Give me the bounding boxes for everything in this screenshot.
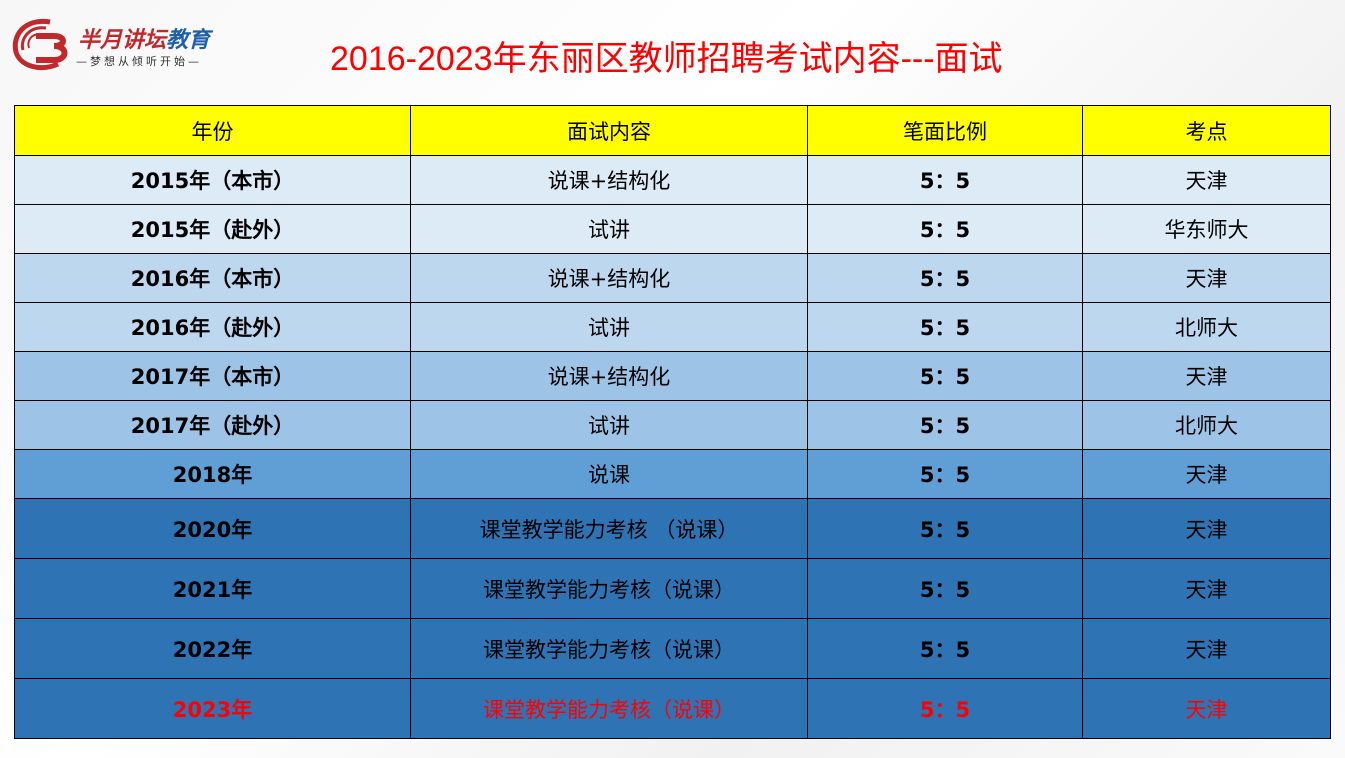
ratio-cell: 5：5 bbox=[807, 618, 1083, 679]
ratio-cell: 5：5 bbox=[807, 498, 1083, 559]
year-cell: 2021年 bbox=[14, 558, 411, 619]
content-cell: 课堂教学能力考核 （说课） bbox=[410, 498, 808, 559]
site-cell: 天津 bbox=[1082, 449, 1331, 499]
logo-slogan: —梦想从倾听开始— bbox=[76, 55, 202, 68]
year-cell: 2023年 bbox=[14, 678, 411, 739]
ratio-cell: 5：5 bbox=[807, 558, 1083, 619]
site-cell: 天津 bbox=[1082, 155, 1331, 205]
brand-logo: 半月讲坛教育 —梦想从倾听开始— bbox=[10, 14, 240, 74]
table-row: 2017年（本市） 说课+结构化 5：5 天津 bbox=[14, 351, 1331, 401]
site-cell: 天津 bbox=[1082, 618, 1331, 679]
content-cell: 课堂教学能力考核（说课） bbox=[410, 558, 808, 619]
header-content: 面试内容 bbox=[410, 105, 808, 156]
site-cell: 天津 bbox=[1082, 558, 1331, 619]
table-row: 2022年 课堂教学能力考核（说课） 5：5 天津 bbox=[14, 618, 1331, 679]
table-row: 2016年（赴外） 试讲 5：5 北师大 bbox=[14, 302, 1331, 352]
ratio-cell: 5：5 bbox=[807, 678, 1083, 739]
content-cell: 说课+结构化 bbox=[410, 155, 808, 205]
table-row: 2015年（本市） 说课+结构化 5：5 天津 bbox=[14, 155, 1331, 205]
content-cell: 试讲 bbox=[410, 204, 808, 254]
content-cell: 试讲 bbox=[410, 302, 808, 352]
header-ratio: 笔面比例 bbox=[807, 105, 1083, 156]
site-cell: 北师大 bbox=[1082, 302, 1331, 352]
ratio-cell: 5：5 bbox=[807, 351, 1083, 401]
table-row: 2023年 课堂教学能力考核（说课） 5：5 天津 bbox=[14, 678, 1331, 739]
year-cell: 2022年 bbox=[14, 618, 411, 679]
interview-table: 年份 面试内容 笔面比例 考点 2015年（本市） 说课+结构化 5：5 天津 2015… bbox=[14, 105, 1331, 739]
site-cell: 华东师大 bbox=[1082, 204, 1331, 254]
table-row: 2018年 说课 5：5 天津 bbox=[14, 449, 1331, 499]
year-cell: 2017年（赴外） bbox=[14, 400, 411, 450]
ratio-cell: 5：5 bbox=[807, 155, 1083, 205]
year-cell: 2015年（赴外） bbox=[14, 204, 411, 254]
header-year: 年份 bbox=[14, 105, 411, 156]
site-cell: 天津 bbox=[1082, 678, 1331, 739]
table-row: 2017年（赴外） 试讲 5：5 北师大 bbox=[14, 400, 1331, 450]
content-cell: 课堂教学能力考核（说课） bbox=[410, 678, 808, 739]
year-cell: 2020年 bbox=[14, 498, 411, 559]
content-cell: 试讲 bbox=[410, 400, 808, 450]
content-cell: 课堂教学能力考核（说课） bbox=[410, 618, 808, 679]
table-row: 2021年 课堂教学能力考核（说课） 5：5 天津 bbox=[14, 558, 1331, 619]
content-cell: 说课+结构化 bbox=[410, 351, 808, 401]
year-cell: 2016年（赴外） bbox=[14, 302, 411, 352]
table-row: 2016年（本市） 说课+结构化 5：5 天津 bbox=[14, 253, 1331, 303]
ratio-cell: 5：5 bbox=[807, 204, 1083, 254]
content-cell: 说课+结构化 bbox=[410, 253, 808, 303]
ratio-cell: 5：5 bbox=[807, 302, 1083, 352]
logo-mark-icon bbox=[12, 18, 68, 70]
content-cell: 说课 bbox=[410, 449, 808, 499]
page-title: 2016-2023年东丽区教师招聘考试内容---面试 bbox=[330, 40, 1003, 78]
year-cell: 2018年 bbox=[14, 449, 411, 499]
header-site: 考点 bbox=[1082, 105, 1331, 156]
site-cell: 天津 bbox=[1082, 498, 1331, 559]
table-header-row: 年份 面试内容 笔面比例 考点 bbox=[14, 105, 1331, 156]
year-cell: 2015年（本市） bbox=[14, 155, 411, 205]
table-row: 2020年 课堂教学能力考核 （说课） 5：5 天津 bbox=[14, 498, 1331, 559]
site-cell: 天津 bbox=[1082, 351, 1331, 401]
site-cell: 天津 bbox=[1082, 253, 1331, 303]
ratio-cell: 5：5 bbox=[807, 253, 1083, 303]
table-row: 2015年（赴外） 试讲 5：5 华东师大 bbox=[14, 204, 1331, 254]
logo-name: 半月讲坛教育 bbox=[78, 28, 211, 53]
ratio-cell: 5：5 bbox=[807, 400, 1083, 450]
site-cell: 北师大 bbox=[1082, 400, 1331, 450]
ratio-cell: 5：5 bbox=[807, 449, 1083, 499]
year-cell: 2017年（本市） bbox=[14, 351, 411, 401]
year-cell: 2016年（本市） bbox=[14, 253, 411, 303]
